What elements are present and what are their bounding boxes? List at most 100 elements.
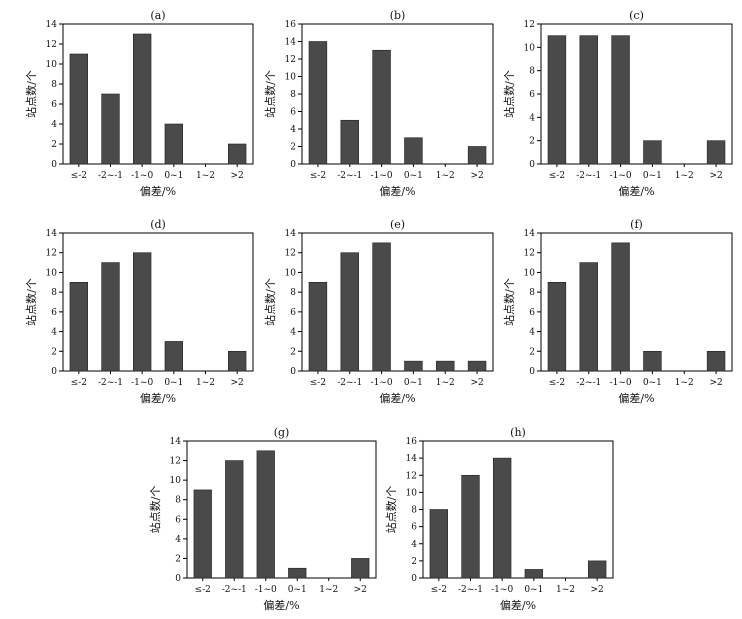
y-tick-label: 4 (175, 535, 181, 545)
y-tick-label: 4 (529, 328, 535, 338)
bar-1 (340, 252, 359, 372)
bar-2 (372, 242, 391, 372)
y-tick-label: 10 (406, 488, 418, 498)
y-tick-label: 8 (529, 67, 535, 77)
x-tick-label: ≤-2 (549, 378, 565, 388)
bar-2 (133, 252, 152, 372)
chart-title: (b) (390, 9, 406, 22)
x-tick-label: 0~1 (404, 171, 423, 181)
x-tick-label: >2 (709, 378, 722, 388)
bar-5 (587, 560, 607, 579)
x-tick-label: 1~2 (196, 171, 215, 181)
bar-1 (101, 262, 120, 372)
y-tick-label: 0 (175, 574, 181, 584)
chart-panel: (e) 0 2 4 6 8 10 12 14 ≤-2 -2~-1 -1~0 0~1 1~2 >2 偏差/% 站点… (263, 218, 494, 405)
bar-5 (467, 360, 487, 372)
bar-0 (308, 41, 328, 165)
y-tick-label: 16 (406, 437, 418, 447)
bar-0 (547, 35, 567, 165)
bar-1 (579, 262, 598, 372)
y-tick-label: 12 (46, 249, 57, 259)
y-tick-label: 4 (529, 113, 535, 123)
bar-5 (467, 146, 487, 165)
bar-1 (579, 35, 598, 165)
y-tick-label: 12 (524, 249, 535, 259)
y-tick-label: 2 (290, 143, 296, 153)
x-tick-label: ≤-2 (310, 171, 326, 181)
x-tick-label: >2 (709, 171, 722, 181)
bar-5 (228, 143, 247, 165)
y-tick-label: 6 (290, 308, 296, 318)
plot-frame (540, 23, 733, 165)
x-tick-label: -1~0 (255, 585, 277, 595)
y-tick-label: 14 (406, 454, 418, 464)
chart-panel: (f) 0 2 4 6 8 10 12 14 ≤-2 -2~-1 -1~0 0~1 1~2 >2 偏差/% 站点… (502, 218, 733, 405)
x-tick-label: >2 (591, 585, 604, 595)
y-axis-label: 站点数/个 (502, 70, 516, 118)
plot-frame (422, 440, 614, 579)
chart-title: (f) (630, 218, 643, 231)
bar-3 (404, 360, 423, 372)
x-tick-label: -2~-1 (98, 378, 123, 388)
bar-3 (288, 567, 307, 579)
x-tick-label: -2~-1 (576, 378, 601, 388)
y-tick-label: 0 (290, 367, 296, 377)
bar-0 (193, 489, 212, 579)
chart-panel: (g) 0 2 4 6 8 10 12 14 ≤-2 -2~-1 -1~0 0~1 1~2 >2 偏差/% 站点… (148, 426, 377, 612)
y-tick-label: 6 (51, 308, 57, 318)
y-tick-label: 14 (285, 229, 297, 239)
plot-frame (62, 232, 254, 372)
x-tick-label: >2 (470, 171, 483, 181)
y-tick-label: 6 (529, 308, 535, 318)
bar-3 (643, 350, 662, 372)
bar-0 (69, 53, 89, 165)
y-tick-label: 14 (285, 38, 297, 48)
y-tick-label: 2 (411, 557, 417, 567)
x-tick-label: -1~0 (131, 378, 153, 388)
x-tick-label: >2 (470, 378, 483, 388)
x-tick-label: 0~1 (524, 585, 543, 595)
y-axis-label: 站点数/个 (148, 486, 162, 534)
x-tick-label: 1~2 (319, 585, 338, 595)
chart-title: (g) (274, 426, 290, 439)
x-axis-label: 偏差/% (140, 391, 176, 405)
y-tick-label: 10 (524, 43, 536, 53)
x-tick-label: ≤-2 (195, 585, 211, 595)
x-tick-label: -2~-1 (98, 171, 123, 181)
y-tick-label: 6 (290, 108, 296, 118)
x-tick-label: -2~-1 (576, 171, 601, 181)
bar-3 (164, 341, 183, 372)
x-axis-label: 偏差/% (379, 391, 415, 405)
bar-5 (706, 350, 726, 372)
plot-frame (301, 23, 494, 165)
y-tick-label: 10 (285, 268, 297, 278)
x-tick-label: -1~0 (131, 171, 153, 181)
x-tick-label: -2~-1 (222, 585, 247, 595)
y-axis-label: 站点数/个 (263, 278, 277, 326)
y-tick-label: 8 (51, 288, 57, 298)
y-tick-label: 2 (175, 554, 181, 564)
x-axis-label: 偏差/% (618, 184, 654, 198)
y-tick-label: 14 (524, 229, 536, 239)
x-tick-label: -1~0 (610, 378, 632, 388)
chart-title: (h) (510, 426, 526, 439)
x-tick-label: 0~1 (643, 171, 662, 181)
x-tick-label: 1~2 (436, 378, 455, 388)
y-tick-label: 14 (46, 229, 58, 239)
y-tick-label: 16 (285, 20, 297, 30)
chart-title: (c) (629, 9, 644, 22)
chart-panel: (a) 0 2 4 6 8 10 12 14 ≤-2 -2~-1 -1~0 0~1 1~2 >2 偏差/% 站点… (24, 9, 254, 198)
bar-3 (404, 137, 423, 165)
plot-frame (186, 440, 377, 579)
y-tick-label: 0 (51, 367, 57, 377)
bar-5 (706, 140, 726, 165)
chart-panel: (d) 0 2 4 6 8 10 12 14 ≤-2 -2~-1 -1~0 0~1 1~2 >2 偏差/% 站点… (24, 218, 254, 405)
y-axis-label: 站点数/个 (24, 70, 38, 118)
chart-panel: (c) 0 2 4 6 8 10 12 ≤-2 -2~-1 -1~0 0~1 1~2 >2 偏差/% 站点数/… (502, 9, 733, 198)
x-tick-label: -1~0 (371, 378, 393, 388)
y-tick-label: 12 (524, 20, 535, 30)
chart-panel: (b) 0 2 4 6 8 10 12 14 16 ≤-2 -2~-1 -1~0 0~1 1~2 >2 偏差/%… (263, 9, 494, 198)
y-tick-label: 4 (51, 120, 57, 130)
y-tick-label: 0 (529, 160, 535, 170)
y-tick-label: 6 (51, 100, 57, 110)
